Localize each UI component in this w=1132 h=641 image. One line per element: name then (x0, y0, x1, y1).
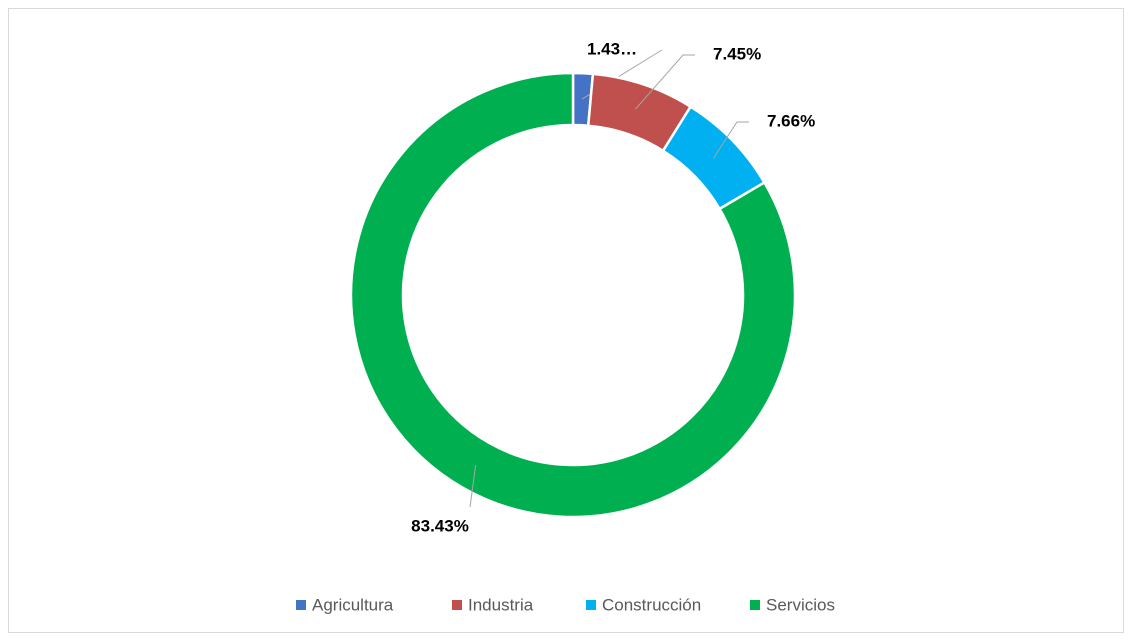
leader-line (469, 465, 477, 508)
legend-label: Industria (468, 595, 534, 614)
data-label: 7.66% (767, 111, 815, 130)
leader-line (713, 121, 749, 159)
legend-label: Construcción (602, 595, 701, 614)
data-label: 83.43% (411, 516, 469, 535)
legend-label: Servicios (766, 595, 835, 614)
data-label: 1.43… (587, 39, 637, 58)
data-label: 7.45% (713, 44, 761, 63)
legend-swatch (586, 600, 596, 610)
legend-swatch (296, 600, 306, 610)
legend-swatch (452, 600, 462, 610)
legend-swatch (750, 600, 760, 610)
legend-label: Agricultura (312, 595, 394, 614)
leader-line (635, 54, 695, 110)
donut-segment (349, 71, 797, 519)
